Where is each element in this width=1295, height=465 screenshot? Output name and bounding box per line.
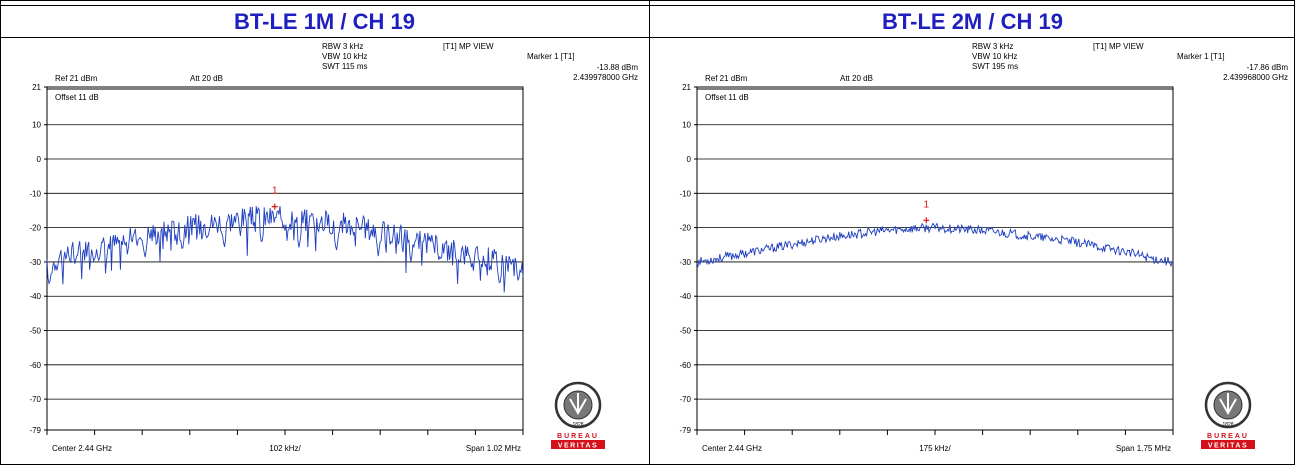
ref-level-label: Ref 21 dBm — [705, 74, 748, 83]
ref-level-label: Ref 21 dBm — [55, 74, 98, 83]
y-tick-label: 0 — [37, 155, 42, 164]
trace-mode-label: [T1] MP VIEW — [443, 42, 494, 51]
y-tick-label: -50 — [29, 327, 41, 336]
y-tick-label: -40 — [29, 292, 41, 301]
marker-frequency: 2.439978000 GHz — [573, 73, 638, 82]
logo-word-veritas: VERITAS — [1208, 443, 1248, 450]
logo-word-bureau: BUREAU — [557, 433, 599, 440]
plot-frame — [696, 86, 1174, 431]
offset-label: Offset 11 dB — [705, 93, 749, 102]
rbw-label: RBW 3 kHz — [322, 42, 363, 51]
center-label: Center 2.44 GHz — [702, 444, 762, 453]
marker-level: -17.86 dBm — [1247, 63, 1289, 72]
logo-seal-ring — [554, 381, 602, 429]
logo-word-bureau: BUREAU — [1207, 433, 1249, 440]
logo-red-band — [1201, 440, 1255, 449]
y-tick-label: 10 — [32, 121, 41, 130]
y-tick-label: 21 — [32, 83, 41, 92]
swt-label: SWT 195 ms — [972, 62, 1018, 71]
y-tick-label: 21 — [682, 83, 691, 92]
marker-1-label: 1 — [272, 186, 278, 197]
span-label: Span 1.75 MHz — [1116, 444, 1171, 453]
bureau-veritas-logo: 1828 BUREAU VERITAS — [1201, 381, 1255, 450]
y-tick-label: 10 — [682, 121, 691, 130]
per-div-label: 102 kHz/ — [269, 444, 301, 453]
marker-frequency: 2.439968000 GHz — [1223, 73, 1288, 82]
marker-1 — [271, 203, 278, 210]
swt-label: SWT 115 ms — [322, 62, 368, 71]
y-tick-label: -10 — [29, 189, 41, 198]
plot-frame — [46, 86, 524, 431]
panel-title-1m: BT-LE 1M / CH 19 — [234, 9, 415, 34]
logo-year: 1828 — [1222, 422, 1233, 428]
attenuation-label: Att 20 dB — [840, 74, 873, 83]
offset-label: Offset 11 dB — [55, 93, 99, 102]
span-label: Span 1.02 MHz — [466, 444, 521, 453]
logo-word-veritas: VERITAS — [558, 443, 598, 450]
marker-title: Marker 1 [T1] — [527, 52, 575, 61]
logo-seal-ring — [1204, 381, 1252, 429]
y-tick-label: -30 — [29, 258, 41, 267]
vbw-label: VBW 10 kHz — [322, 52, 367, 61]
y-tick-label: -10 — [679, 189, 691, 198]
logo-red-band — [551, 440, 605, 449]
logo-emblem — [1219, 393, 1237, 416]
panel-divider — [649, 0, 650, 465]
title-rule — [0, 37, 1295, 38]
logo-year: 1828 — [572, 422, 583, 428]
marker-1 — [923, 217, 930, 224]
y-tick-label: -60 — [679, 361, 691, 370]
y-tick-label: -40 — [679, 292, 691, 301]
vbw-label: VBW 10 kHz — [972, 52, 1017, 61]
y-tick-label: -30 — [679, 258, 691, 267]
y-tick-label: -60 — [29, 361, 41, 370]
top-rule — [0, 5, 1295, 6]
rbw-label: RBW 3 kHz — [972, 42, 1013, 51]
marker-level: -13.88 dBm — [597, 63, 639, 72]
marker-title: Marker 1 [T1] — [1177, 52, 1225, 61]
center-label: Center 2.44 GHz — [52, 444, 112, 453]
y-tick-label: -50 — [679, 327, 691, 336]
spectrum-trace — [696, 222, 1174, 268]
bureau-veritas-logo: 1828 BUREAU VERITAS — [551, 381, 605, 450]
y-tick-label: -20 — [679, 224, 691, 233]
panel-title-2m: BT-LE 2M / CH 19 — [882, 9, 1063, 34]
logo-emblem — [569, 393, 587, 416]
y-tick-label: 0 — [687, 155, 692, 164]
y-tick-label: -20 — [29, 224, 41, 233]
marker-1-label: 1 — [924, 199, 930, 210]
y-tick-label: -70 — [29, 395, 41, 404]
spectrum-trace — [46, 205, 524, 293]
y-tick-label: -79 — [679, 426, 691, 435]
trace-mode-label: [T1] MP VIEW — [1093, 42, 1144, 51]
y-tick-label: -79 — [29, 426, 41, 435]
per-div-label: 175 kHz/ — [919, 444, 951, 453]
y-tick-label: -70 — [679, 395, 691, 404]
attenuation-label: Att 20 dB — [190, 74, 223, 83]
